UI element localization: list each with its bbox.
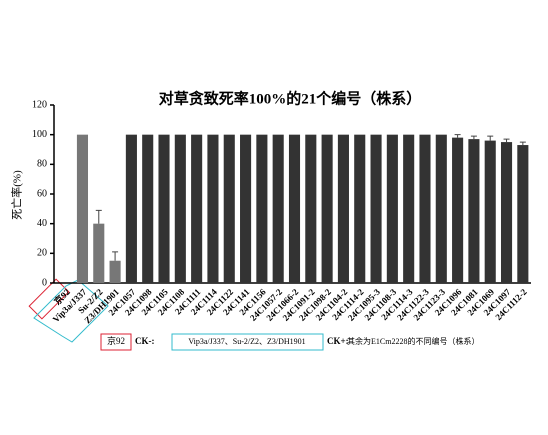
y-tick-label: 60 <box>37 188 47 199</box>
y-tick-label: 100 <box>32 129 47 140</box>
error-bar <box>519 141 526 146</box>
bar <box>370 134 382 283</box>
bar <box>256 134 268 283</box>
bar <box>109 260 121 283</box>
bar <box>305 134 317 283</box>
bar <box>354 134 366 283</box>
y-axis-label: 死亡率(%) <box>10 170 24 220</box>
legend-others: 其余为E1Cm2228的不同编号（株系） <box>347 336 479 346</box>
negative-box <box>28 278 70 320</box>
bar <box>435 134 447 283</box>
bar <box>223 134 235 283</box>
error-bar <box>95 209 102 224</box>
chart-title: 对草贪致死率100%的21个编号（株系） <box>159 89 422 107</box>
bar <box>403 134 415 283</box>
y-tick-label: 40 <box>37 218 47 229</box>
bar <box>76 134 89 283</box>
legend-positive: Vip3a/J337、Su-2/Z2、Z3/DH1901 <box>188 337 305 346</box>
bar <box>93 223 105 283</box>
bar <box>500 142 513 283</box>
y-tick-label: 20 <box>37 248 47 259</box>
error-bar <box>112 251 119 261</box>
error-bar <box>470 135 477 140</box>
bar <box>191 134 203 283</box>
bar <box>517 145 529 283</box>
error-bar <box>487 135 494 141</box>
legend-positive-tag: CK+: <box>327 336 349 346</box>
bar <box>142 134 154 283</box>
bar <box>321 134 333 283</box>
legend-negative-tag: CK-: <box>135 336 155 346</box>
bar <box>288 134 301 283</box>
bar <box>240 134 252 283</box>
legend-negative: 京92 <box>107 335 125 346</box>
error-bar <box>454 134 461 138</box>
bar <box>337 134 349 283</box>
bar <box>272 134 284 283</box>
bar <box>452 137 464 283</box>
y-tick-label: 0 <box>42 277 47 288</box>
bar <box>419 134 431 283</box>
legend-positive-box <box>171 333 324 351</box>
y-tick-label: 120 <box>32 99 47 110</box>
legend-negative-box <box>100 333 132 351</box>
positive-box <box>33 279 109 343</box>
bar <box>207 134 219 283</box>
bar <box>158 134 170 283</box>
y-tick-label: 80 <box>37 159 47 170</box>
error-bar <box>503 138 510 143</box>
bar <box>386 134 398 283</box>
bar <box>125 134 137 283</box>
bar <box>468 139 480 283</box>
bar <box>174 134 186 283</box>
bar <box>484 140 496 283</box>
